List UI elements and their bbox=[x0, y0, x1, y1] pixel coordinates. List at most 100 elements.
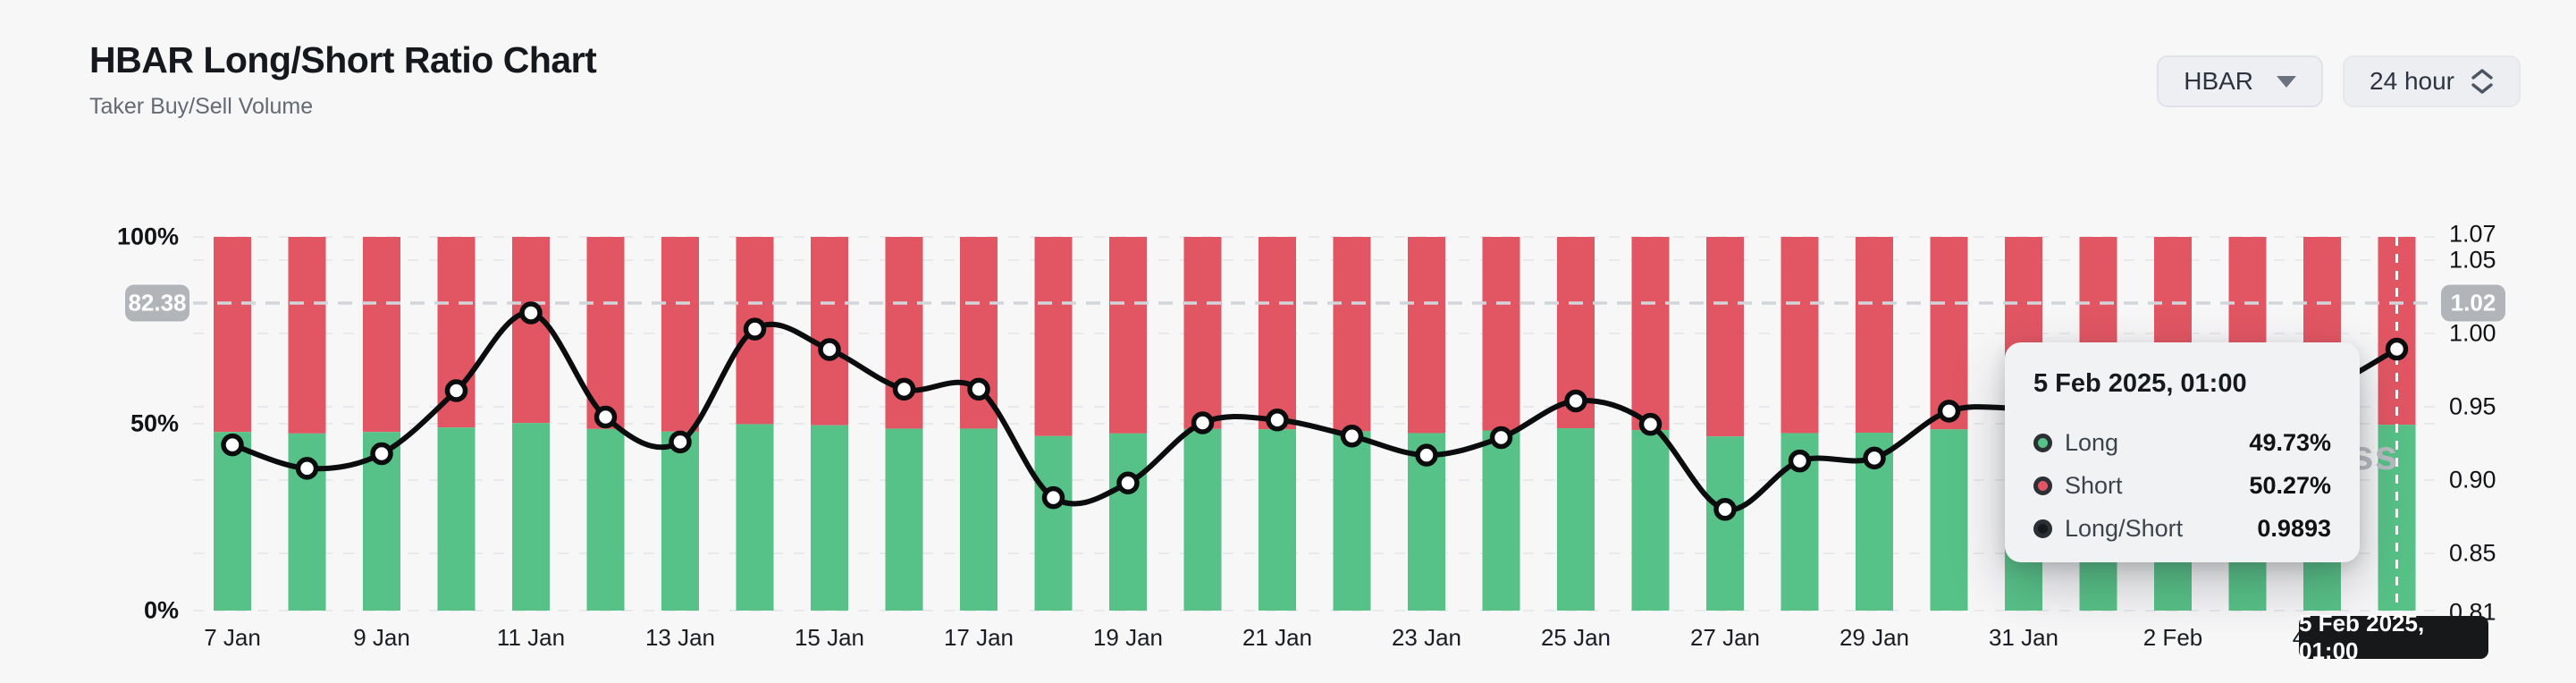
ratio-point bbox=[1788, 449, 1812, 473]
short-bar bbox=[1780, 237, 1819, 434]
ratio-point bbox=[1489, 426, 1513, 450]
long-bar bbox=[512, 423, 550, 611]
tooltip-short-value: 50.27% bbox=[2249, 472, 2331, 499]
ratio-point bbox=[1564, 389, 1587, 413]
long-bar bbox=[1109, 433, 1147, 611]
ratio-point bbox=[1191, 411, 1215, 434]
short-bar bbox=[1109, 237, 1147, 434]
long-short-marker-icon bbox=[2033, 519, 2052, 538]
short-bar bbox=[1856, 237, 1893, 434]
long-bar bbox=[885, 428, 923, 611]
y-axis-right-label: 1.00 bbox=[2449, 319, 2496, 347]
ratio-point bbox=[1638, 412, 1663, 436]
x-axis-label: 9 Jan bbox=[353, 624, 410, 651]
interval-select[interactable]: 24 hour bbox=[2343, 55, 2521, 107]
short-bar bbox=[1408, 237, 1445, 434]
x-axis-label: 29 Jan bbox=[1839, 624, 1910, 651]
long-bar bbox=[960, 428, 998, 611]
long-bar bbox=[1333, 431, 1371, 611]
tooltip-long-value: 49.73% bbox=[2249, 429, 2331, 456]
x-axis-label: 2 Feb bbox=[2142, 624, 2203, 651]
y-axis-left-label: 100% bbox=[116, 223, 179, 250]
long-bar bbox=[1259, 429, 1296, 611]
x-axis-label: 19 Jan bbox=[1092, 624, 1164, 651]
short-bar bbox=[1706, 237, 1744, 437]
short-bar bbox=[586, 237, 625, 429]
x-axis-label: 15 Jan bbox=[794, 624, 865, 651]
crosshair-right-badge: 1.02 bbox=[2441, 284, 2505, 322]
y-axis-right-label: 0.95 bbox=[2449, 392, 2496, 420]
long-bar bbox=[811, 425, 848, 611]
ratio-point bbox=[1041, 485, 1065, 510]
ratio-point bbox=[669, 430, 692, 454]
x-axis-label: 17 Jan bbox=[943, 624, 1014, 651]
tooltip-row-ratio: Long/Short 0.9893 bbox=[2033, 515, 2331, 543]
tooltip-ratio-value: 0.9893 bbox=[2257, 515, 2331, 542]
ratio-point bbox=[1863, 446, 1886, 470]
long-bar bbox=[1557, 428, 1595, 611]
long-bar bbox=[586, 428, 625, 611]
ratio-point bbox=[1415, 443, 1438, 467]
ratio-point bbox=[519, 301, 543, 325]
interval-select-value: 24 hour bbox=[2370, 67, 2454, 95]
x-axis-label: 7 Jan bbox=[204, 624, 261, 651]
y-axis-right-label: 0.90 bbox=[2449, 466, 2496, 493]
short-bar bbox=[214, 237, 251, 433]
short-marker-icon bbox=[2033, 476, 2052, 495]
y-axis-right-label: 0.85 bbox=[2449, 539, 2496, 567]
ratio-point bbox=[1266, 409, 1289, 432]
short-bar bbox=[363, 237, 400, 433]
long-bar bbox=[1482, 430, 1520, 611]
short-bar bbox=[1482, 237, 1520, 431]
y-axis-left-label: 50% bbox=[130, 409, 179, 437]
long-bar bbox=[661, 431, 699, 611]
long-bar bbox=[437, 427, 476, 611]
y-axis-left-label: 0% bbox=[143, 596, 179, 624]
short-bar bbox=[512, 237, 550, 424]
short-bar bbox=[1333, 237, 1371, 432]
ratio-point bbox=[370, 442, 393, 466]
ratio-point bbox=[967, 377, 990, 401]
chart-controls: HBAR 24 hour bbox=[2157, 55, 2521, 107]
symbol-select[interactable]: HBAR bbox=[2157, 55, 2324, 107]
ratio-point bbox=[444, 379, 468, 402]
ratio-point bbox=[295, 457, 319, 480]
ratio-point bbox=[1713, 498, 1737, 521]
ratio-point bbox=[743, 317, 767, 341]
page-title: HBAR Long/Short Ratio Chart bbox=[89, 39, 597, 80]
ratio-point bbox=[892, 377, 916, 401]
y-axis-right-label: 1.07 bbox=[2449, 220, 2496, 248]
ratio-point bbox=[1937, 400, 1961, 423]
short-bar bbox=[661, 237, 699, 432]
crosshair-date-badge: 5 Feb 2025, 01:00 bbox=[2299, 610, 2488, 664]
long-bar bbox=[736, 424, 774, 611]
y-axis-right-label: 1.05 bbox=[2449, 246, 2496, 274]
tooltip-row-short: Short 50.27% bbox=[2033, 472, 2331, 500]
up-down-chevrons-icon bbox=[2471, 69, 2494, 94]
tooltip-long-label: Long bbox=[2065, 429, 2119, 456]
tooltip-short-label: Short bbox=[2065, 472, 2123, 499]
x-axis-label: 21 Jan bbox=[1242, 624, 1313, 651]
long-bar bbox=[1930, 429, 1968, 611]
tooltip-row-long: Long 49.73% bbox=[2033, 429, 2331, 457]
short-bar bbox=[1034, 237, 1073, 436]
symbol-select-value: HBAR bbox=[2184, 67, 2254, 95]
ratio-point bbox=[818, 338, 841, 361]
crosshair-left-badge: 82.38 bbox=[125, 284, 189, 322]
x-axis-label: 25 Jan bbox=[1540, 624, 1612, 651]
page-subtitle: Taker Buy/Sell Volume bbox=[89, 94, 314, 119]
x-axis-label: 13 Jan bbox=[644, 624, 716, 651]
short-bar bbox=[1259, 237, 1296, 430]
chart-tooltip: 5 Feb 2025, 01:00 Long 49.73% Short 50.2… bbox=[2005, 342, 2360, 562]
tooltip-ratio-label: Long/Short bbox=[2065, 515, 2184, 542]
short-bar bbox=[1631, 237, 1670, 431]
long-marker-icon bbox=[2033, 434, 2052, 452]
x-axis-label: 31 Jan bbox=[1988, 624, 2059, 651]
long-bar bbox=[1183, 428, 1222, 611]
long-bar bbox=[1631, 430, 1670, 611]
x-axis-label: 27 Jan bbox=[1689, 624, 1761, 651]
x-axis-label: 11 Jan bbox=[496, 624, 566, 651]
ratio-point bbox=[593, 405, 618, 429]
short-bar bbox=[1183, 237, 1222, 429]
short-bar bbox=[1930, 237, 1968, 430]
